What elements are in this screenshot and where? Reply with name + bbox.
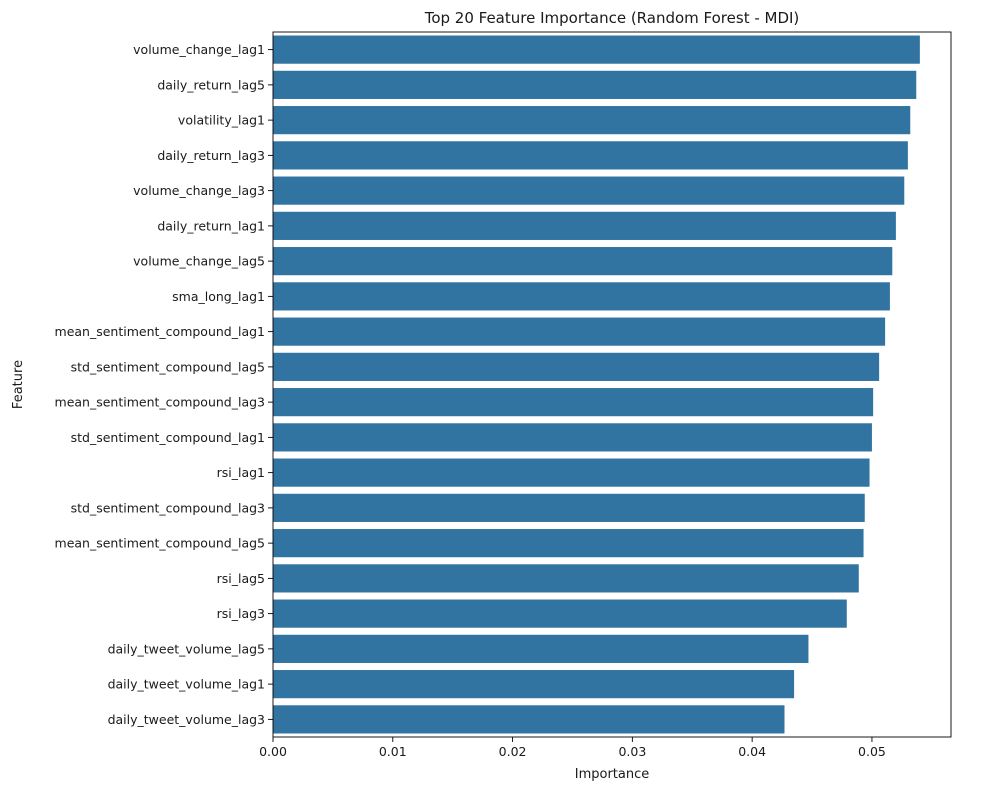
x-tick-label: 0.01 — [379, 744, 407, 759]
bar-daily_return_lag5 — [273, 70, 917, 99]
bar-std_sentiment_compound_lag3 — [273, 493, 865, 522]
y-tick-label: daily_tweet_volume_lag3 — [108, 712, 265, 727]
bar-volume_change_lag1 — [273, 35, 920, 64]
x-tick-label: 0.00 — [259, 744, 287, 759]
x-axis-label: Importance — [575, 767, 650, 782]
bar-daily_tweet_volume_lag1 — [273, 670, 795, 699]
bar-daily_return_lag3 — [273, 141, 908, 170]
y-tick-label: mean_sentiment_compound_lag1 — [55, 324, 265, 339]
y-axis-label: Feature — [11, 360, 26, 409]
bar-volatility_lag1 — [273, 106, 911, 135]
y-tick-label: mean_sentiment_compound_lag3 — [55, 395, 265, 410]
y-tick-label: volume_change_lag5 — [133, 254, 265, 269]
y-tick-label: rsi_lag1 — [217, 465, 265, 480]
bar-daily_tweet_volume_lag3 — [273, 705, 785, 734]
chart-title: Top 20 Feature Importance (Random Forest… — [424, 9, 800, 27]
bar-rsi_lag5 — [273, 564, 859, 593]
y-tick-label: daily_return_lag5 — [157, 77, 265, 92]
y-tick-label: std_sentiment_compound_lag5 — [71, 359, 265, 374]
y-tick-label: std_sentiment_compound_lag3 — [71, 500, 265, 515]
bar-std_sentiment_compound_lag1 — [273, 423, 872, 452]
plot-frame — [272, 31, 952, 738]
y-tick-label: daily_tweet_volume_lag1 — [108, 677, 265, 692]
bar-sma_long_lag1 — [273, 282, 890, 311]
y-tick-label: volume_change_lag1 — [133, 42, 265, 57]
y-tick-label: volume_change_lag3 — [133, 183, 265, 198]
bar-mean_sentiment_compound_lag1 — [273, 317, 886, 346]
x-axis-ticks: 0.00 0.01 0.02 0.03 0.04 0.05 — [259, 737, 886, 759]
bar-mean_sentiment_compound_lag3 — [273, 388, 874, 417]
y-axis-ticks: volume_change_lag1 daily_return_lag5volat… — [55, 42, 273, 727]
x-tick-label: 0.03 — [618, 744, 646, 759]
y-tick-label: daily_return_lag1 — [157, 218, 265, 233]
y-tick-label: daily_tweet_volume_lag5 — [108, 641, 265, 656]
x-tick-label: 0.02 — [499, 744, 527, 759]
bar-mean_sentiment_compound_lag5 — [273, 529, 864, 558]
bars-layer — [273, 35, 920, 734]
bar-daily_tweet_volume_lag5 — [273, 634, 809, 663]
bar-volume_change_lag3 — [273, 176, 905, 205]
x-tick-label: 0.05 — [858, 744, 886, 759]
bar-std_sentiment_compound_lag5 — [273, 352, 880, 381]
bar-daily_return_lag1 — [273, 211, 896, 240]
y-tick-label: mean_sentiment_compound_lag5 — [55, 536, 265, 551]
y-tick-label: daily_return_lag3 — [157, 148, 265, 163]
y-tick-label: volatility_lag1 — [178, 113, 265, 128]
bar-rsi_lag3 — [273, 599, 847, 628]
y-tick-label: std_sentiment_compound_lag1 — [71, 430, 265, 445]
bar-rsi_lag1 — [273, 458, 870, 487]
x-tick-label: 0.04 — [738, 744, 766, 759]
y-tick-label: sma_long_lag1 — [172, 289, 265, 304]
y-tick-label: rsi_lag5 — [217, 571, 265, 586]
y-tick-label: rsi_lag3 — [217, 606, 265, 621]
bar-volume_change_lag5 — [273, 247, 893, 276]
